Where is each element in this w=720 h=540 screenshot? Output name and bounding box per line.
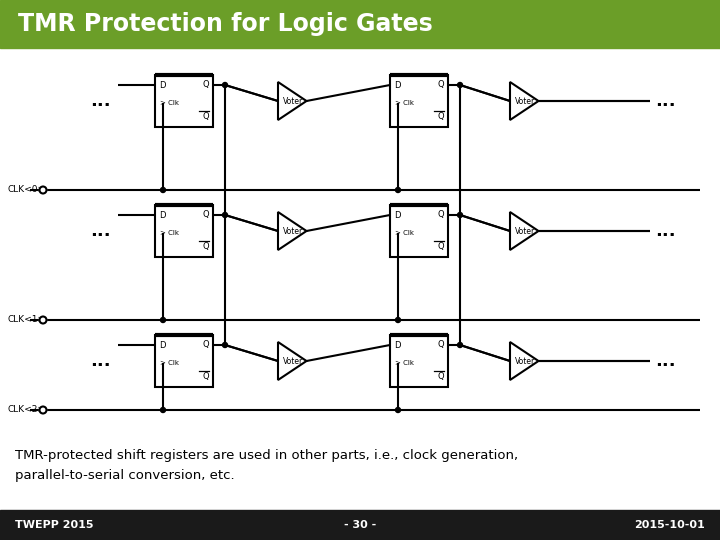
Circle shape [161,318,166,322]
Text: > Clk: > Clk [160,360,179,366]
Text: ...: ... [90,352,110,370]
Polygon shape [278,212,307,250]
Polygon shape [510,342,539,380]
Bar [155,75,213,127]
Text: Voter: Voter [283,97,303,105]
Text: D: D [159,80,166,90]
Bar [0,0,720,48]
Text: Q: Q [202,80,209,90]
Polygon shape [278,82,307,120]
Text: Voter: Voter [515,356,535,366]
Text: > Clk: > Clk [395,100,414,106]
Text: TMR Protection for Logic Gates: TMR Protection for Logic Gates [18,12,433,36]
Text: > Clk: > Clk [395,360,414,366]
Text: Q: Q [202,112,209,122]
Polygon shape [278,342,307,380]
Text: Voter: Voter [283,226,303,235]
Text: Q: Q [437,211,444,219]
Bar [0,510,720,540]
Circle shape [395,408,400,413]
Polygon shape [510,212,539,250]
Text: D: D [159,211,166,219]
Bar [155,205,213,257]
Circle shape [395,187,400,192]
Circle shape [161,187,166,192]
Circle shape [40,316,47,323]
Text: ...: ... [654,352,675,370]
Text: 2015-10-01: 2015-10-01 [634,520,705,530]
Text: Q: Q [202,373,209,381]
Text: CLK<1>: CLK<1> [8,315,46,325]
Bar [155,335,213,387]
Text: Voter: Voter [515,226,535,235]
Text: Q: Q [202,211,209,219]
Circle shape [40,407,47,414]
Text: ...: ... [90,222,110,240]
Circle shape [395,318,400,322]
Text: Voter: Voter [283,356,303,366]
Text: > Clk: > Clk [160,230,179,236]
Text: ...: ... [654,222,675,240]
Circle shape [457,213,462,218]
Bar [390,205,448,257]
Text: Q: Q [437,112,444,122]
Text: D: D [394,341,400,349]
Circle shape [222,213,228,218]
Text: > Clk: > Clk [395,230,414,236]
Text: Q: Q [202,341,209,349]
Circle shape [457,83,462,87]
Polygon shape [510,82,539,120]
Text: Q: Q [437,341,444,349]
Circle shape [457,342,462,348]
Text: TMR-protected shift registers are used in other parts, i.e., clock generation,: TMR-protected shift registers are used i… [15,449,518,462]
Text: ...: ... [654,92,675,110]
Circle shape [222,83,228,87]
Text: - 30 -: - 30 - [344,520,376,530]
Text: parallel-to-serial conversion, etc.: parallel-to-serial conversion, etc. [15,469,235,482]
Circle shape [40,186,47,193]
Text: D: D [159,341,166,349]
Text: CLK<0>: CLK<0> [8,186,46,194]
Circle shape [222,342,228,348]
Bar [390,335,448,387]
Text: TWEPP 2015: TWEPP 2015 [15,520,94,530]
Text: Q: Q [437,242,444,252]
Text: ...: ... [90,92,110,110]
Text: Q: Q [437,80,444,90]
Text: D: D [394,211,400,219]
Circle shape [161,408,166,413]
Text: CLK<2>: CLK<2> [8,406,46,415]
Text: > Clk: > Clk [160,100,179,106]
Text: D: D [394,80,400,90]
Text: Voter: Voter [515,97,535,105]
Bar [390,75,448,127]
Text: Q: Q [202,242,209,252]
Text: Q: Q [437,373,444,381]
